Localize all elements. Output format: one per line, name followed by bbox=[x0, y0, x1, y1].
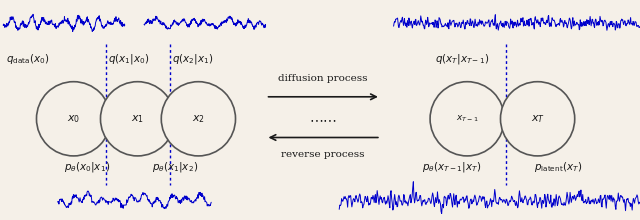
Text: $x_0$: $x_0$ bbox=[67, 113, 80, 125]
Ellipse shape bbox=[161, 82, 236, 156]
Text: $q(x_1|x_0)$: $q(x_1|x_0)$ bbox=[108, 52, 149, 66]
Text: $p_\theta(x_1|x_2)$: $p_\theta(x_1|x_2)$ bbox=[152, 160, 198, 174]
Text: diffusion process: diffusion process bbox=[278, 74, 368, 82]
Ellipse shape bbox=[430, 82, 504, 156]
Text: $p_\theta(x_{T-1}|x_T)$: $p_\theta(x_{T-1}|x_T)$ bbox=[422, 160, 482, 174]
Text: $q(x_T|x_{T-1})$: $q(x_T|x_{T-1})$ bbox=[435, 52, 490, 66]
Ellipse shape bbox=[36, 82, 111, 156]
Text: $x_2$: $x_2$ bbox=[192, 113, 205, 125]
Ellipse shape bbox=[500, 82, 575, 156]
Text: $q_{\mathrm{data}}(x_0)$: $q_{\mathrm{data}}(x_0)$ bbox=[6, 52, 50, 66]
Text: $\cdots\cdots$: $\cdots\cdots$ bbox=[309, 112, 337, 126]
Text: $p_{\mathrm{latent}}(x_T)$: $p_{\mathrm{latent}}(x_T)$ bbox=[534, 160, 582, 174]
Text: $q(x_2|x_1)$: $q(x_2|x_1)$ bbox=[172, 52, 213, 66]
Text: $x_1$: $x_1$ bbox=[131, 113, 144, 125]
Text: $x_T$: $x_T$ bbox=[531, 113, 545, 125]
Ellipse shape bbox=[100, 82, 175, 156]
Text: $x_{T-1}$: $x_{T-1}$ bbox=[456, 114, 479, 124]
Text: $p_\theta(x_0|x_1)$: $p_\theta(x_0|x_1)$ bbox=[64, 160, 110, 174]
Text: reverse process: reverse process bbox=[282, 150, 365, 158]
